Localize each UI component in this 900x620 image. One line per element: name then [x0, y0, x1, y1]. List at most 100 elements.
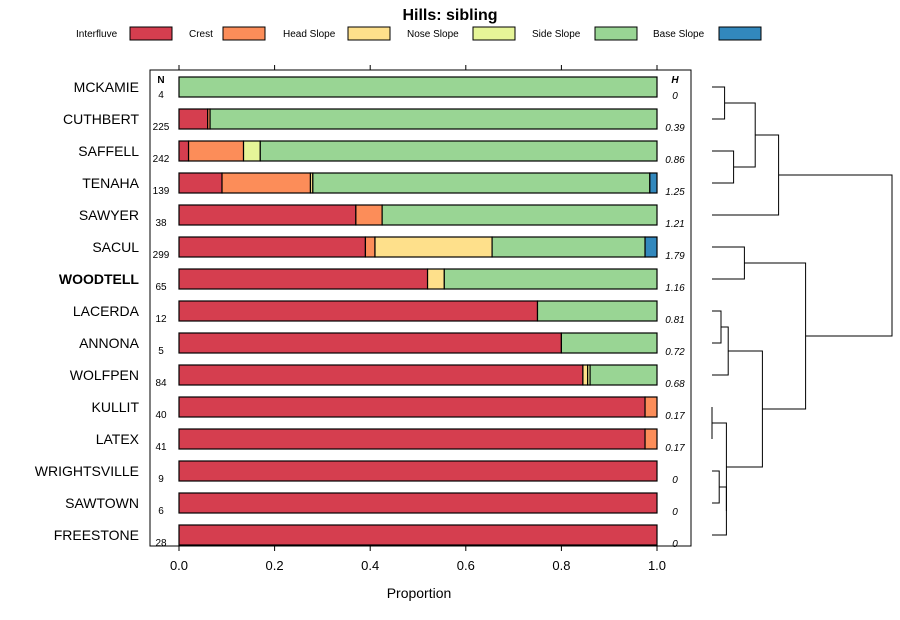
bar-lacerda-interfluve [178, 300, 539, 322]
bar-sawyer-interfluve [178, 204, 357, 226]
bar-saffell-side-slope [259, 140, 658, 162]
h-value-wrightsville: 0 [672, 475, 678, 486]
legend-swatch-side-slope [594, 26, 638, 41]
bar-annona-side-slope [560, 332, 658, 354]
h-value-mckamie: 0 [672, 91, 678, 102]
x-tick-label-2: 0.4 [361, 558, 379, 573]
bar-wolfpen-interfluve [178, 364, 584, 386]
bar-tenaha-interfluve [178, 172, 223, 194]
dendrogram-link-2 [724, 102, 756, 168]
h-value-annona: 0.72 [665, 347, 685, 358]
h-value-sacul: 1.79 [665, 251, 685, 262]
bar-saffell-interfluve [178, 140, 190, 162]
h-value-cuthbert: 0.39 [665, 123, 685, 134]
dendrogram-link-13 [778, 174, 893, 337]
x-tick-label-1: 0.2 [266, 558, 284, 573]
bars-group [178, 76, 658, 546]
bar-tenaha-base-slope [649, 172, 658, 194]
n-value-freestone: 28 [155, 538, 167, 549]
legend-swatch-nose-slope [472, 26, 516, 41]
n-value-sawtown: 6 [158, 506, 164, 517]
legend-swatch-interfluve [129, 26, 173, 41]
category-label-annona: ANNONA [79, 335, 140, 351]
bar-mckamie-side-slope [178, 76, 658, 98]
chart-title: Hills: sibling [402, 7, 497, 24]
plot-panel [149, 69, 692, 547]
x-tick-label-5: 1.0 [648, 558, 666, 573]
bar-wolfpen-side-slope [589, 364, 658, 386]
n-value-woodtell: 65 [155, 282, 167, 293]
h-value-sawtown: 0 [672, 507, 678, 518]
n-value-tenaha: 139 [153, 186, 170, 197]
h-value-woodtell: 1.16 [665, 283, 685, 294]
legend-swatch-head-slope [347, 26, 391, 41]
dendrogram-link-10 [712, 422, 727, 511]
n-value-kullit: 40 [155, 410, 167, 421]
category-label-freestone: FREESTONE [54, 527, 139, 543]
category-label-latex: LATEX [96, 431, 140, 447]
bar-woodtell-side-slope [443, 268, 658, 290]
h-value-kullit: 0.17 [665, 411, 685, 422]
bar-sawyer-crest [355, 204, 383, 226]
category-label-lacerda: LACERDA [73, 303, 140, 319]
n-value-cuthbert: 225 [153, 122, 170, 133]
dendrogram [711, 86, 893, 536]
dendrogram-link-8 [712, 470, 720, 504]
category-label-wolfpen: WOLFPEN [70, 367, 139, 383]
category-label-sawtown: SAWTOWN [65, 495, 139, 511]
category-label-sacul: SACUL [92, 239, 139, 255]
legend-swatch-crest [222, 26, 266, 41]
n-value-latex: 41 [155, 442, 167, 453]
legend-label-nose-slope: Nose Slope [407, 29, 459, 40]
n-value-lacerda: 12 [155, 314, 167, 325]
n-value-saffell: 242 [153, 154, 170, 165]
legend-label-interfluve: Interfluve [76, 29, 118, 40]
n-value-annona: 5 [158, 346, 164, 357]
bar-cuthbert-side-slope [209, 108, 658, 130]
legend-label-crest: Crest [189, 29, 213, 40]
category-label-mckamie: MCKAMIE [74, 79, 139, 95]
bar-wrightsville-interfluve [178, 460, 658, 482]
bar-sacul-base-slope [644, 236, 658, 258]
legend-label-head-slope: Head Slope [283, 29, 336, 40]
n-value-sacul: 299 [153, 250, 170, 261]
h-value-wolfpen: 0.68 [665, 379, 685, 390]
x-tick-label-0: 0.0 [170, 558, 188, 573]
bar-woodtell-interfluve [178, 268, 429, 290]
n-value-wolfpen: 84 [155, 378, 167, 389]
bar-latex-crest [644, 428, 658, 450]
x-tick-label-4: 0.8 [552, 558, 570, 573]
category-label-woodtell: WOODTELL [59, 271, 140, 287]
bar-woodtell-head-slope [426, 268, 445, 290]
legend-swatch-base-slope [718, 26, 762, 41]
h-value-freestone: 0 [672, 539, 678, 550]
n-value-mckamie: 4 [158, 90, 164, 101]
bar-sawyer-side-slope [381, 204, 658, 226]
legend: Interfluve Crest Head Slope Nose Slope Side … [76, 26, 762, 41]
bar-freestone-interfluve [178, 524, 658, 546]
category-label-saffell: SAFFELL [78, 143, 139, 159]
x-tick-label-3: 0.6 [457, 558, 475, 573]
category-label-kullit: KULLIT [92, 399, 140, 415]
h-value-lacerda: 0.81 [665, 315, 684, 326]
bar-sacul-side-slope [491, 236, 646, 258]
h-value-saffell: 0.86 [665, 155, 685, 166]
bar-kullit-interfluve [178, 396, 646, 418]
dendrogram-link-4 [712, 246, 745, 280]
bar-tenaha-crest [221, 172, 312, 194]
legend-label-side-slope: Side Slope [532, 29, 581, 40]
dendrogram-link-0 [712, 86, 726, 120]
dendrogram-link-1 [712, 150, 735, 184]
bar-saffell-crest [187, 140, 245, 162]
bar-saffell-nose-slope [242, 140, 261, 162]
category-label-cuthbert: CUTHBERT [63, 111, 139, 127]
h-value-tenaha: 1.25 [665, 187, 685, 198]
bar-sacul-interfluve [178, 236, 367, 258]
bar-latex-interfluve [178, 428, 646, 450]
legend-label-base-slope: Base Slope [653, 29, 705, 40]
x-axis-label: Proportion [387, 585, 452, 601]
bar-sacul-crest [364, 236, 376, 258]
h-value-latex: 0.17 [665, 443, 685, 454]
